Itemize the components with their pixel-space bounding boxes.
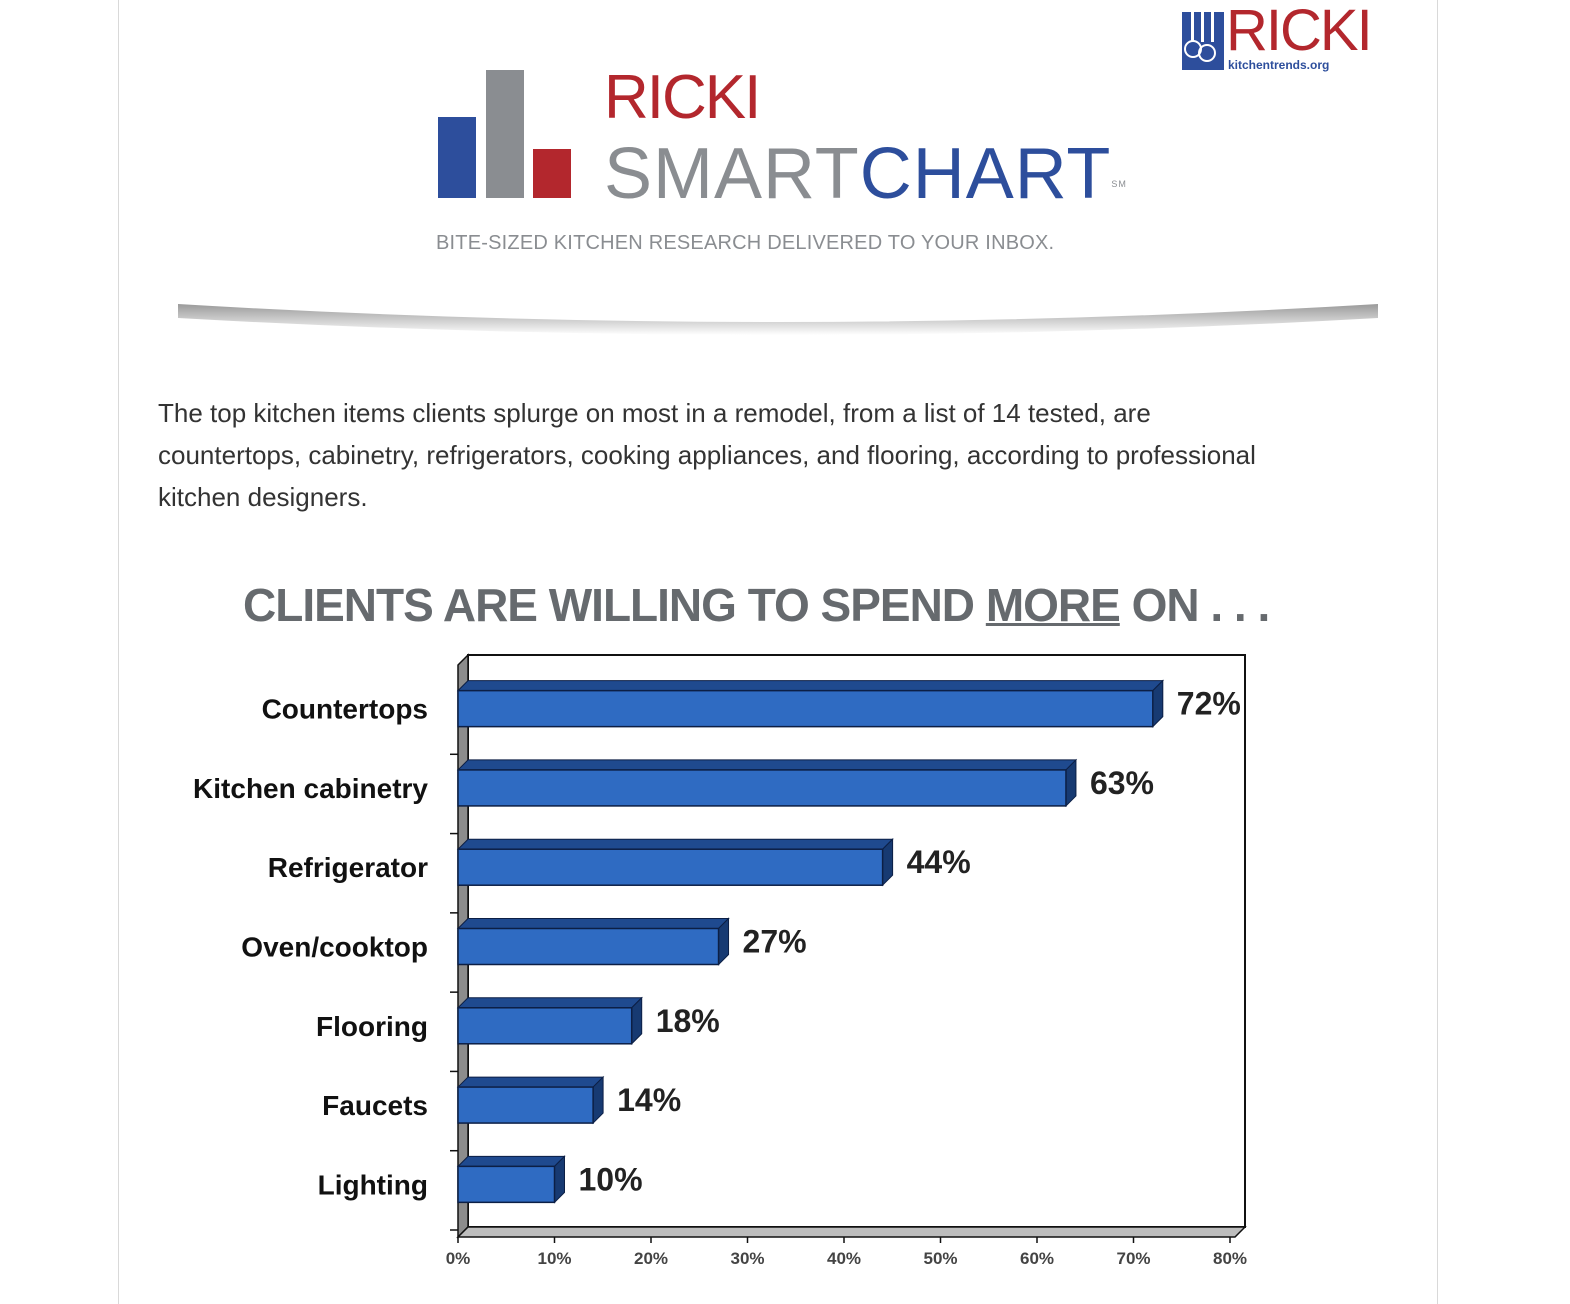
bar-1 xyxy=(457,769,1067,807)
logo-ricki-text: RICKI xyxy=(604,63,761,132)
chart-title-before: CLIENTS ARE WILLING TO SPEND xyxy=(243,579,986,631)
x-tick-label: 40% xyxy=(827,1249,861,1268)
category-label: Refrigerator xyxy=(268,852,428,883)
category-label: Faucets xyxy=(322,1090,428,1121)
category-label: Kitchen cabinetry xyxy=(193,773,428,804)
bar-top-4 xyxy=(456,997,643,1009)
chart-title-emphasis: MORE xyxy=(985,579,1121,631)
x-tick-label: 10% xyxy=(537,1249,571,1268)
ricki-corner-logo[interactable]: RICKI kitchentrends.org xyxy=(1182,2,1373,74)
x-tick-label: 70% xyxy=(1116,1249,1150,1268)
x-tick-label: 80% xyxy=(1213,1249,1247,1268)
value-label: 14% xyxy=(617,1082,681,1118)
page-border-right xyxy=(1437,0,1438,1304)
category-label: Oven/cooktop xyxy=(241,932,428,963)
bar-4 xyxy=(457,1007,633,1045)
chart-title-after: ON . . . xyxy=(1119,579,1271,631)
x-axis-floor xyxy=(456,1226,1247,1238)
x-tick-label: 50% xyxy=(923,1249,957,1268)
logo-smartchart-text: SMARTCHARTSM xyxy=(604,136,1127,212)
bar-top-0 xyxy=(456,680,1165,692)
category-label: Flooring xyxy=(316,1011,428,1042)
value-label: 10% xyxy=(579,1161,643,1197)
page-border-left xyxy=(118,0,119,1304)
category-label: Countertops xyxy=(262,694,428,725)
service-mark: SM xyxy=(1111,179,1127,189)
intro-paragraph: The top kitchen items clients splurge on… xyxy=(158,398,1256,512)
value-label: 18% xyxy=(656,1003,720,1039)
value-label: 63% xyxy=(1090,765,1154,801)
bar-3 xyxy=(457,927,720,966)
smartchart-logo-bars-icon xyxy=(178,70,1378,335)
logo-chart-word: CHART xyxy=(859,134,1112,214)
value-label: 72% xyxy=(1177,686,1241,722)
bar-top-6 xyxy=(456,1155,566,1167)
bar-0 xyxy=(457,689,1154,728)
category-label: Lighting xyxy=(318,1169,428,1200)
corner-logo-wordmark: RICKI xyxy=(1226,0,1373,63)
bar-top-3 xyxy=(456,918,730,929)
corner-logo-url: kitchentrends.org xyxy=(1228,58,1330,72)
logo-smart-word: SMART xyxy=(604,134,860,214)
ricki-logo-icon xyxy=(1182,12,1224,70)
value-label: 44% xyxy=(907,844,971,880)
bar-top-1 xyxy=(456,759,1078,771)
value-label: 27% xyxy=(743,924,807,960)
chart-title: CLIENTS ARE WILLING TO SPEND MORE ON . .… xyxy=(243,578,1271,632)
x-tick-label: 30% xyxy=(730,1249,764,1268)
x-tick-label: 20% xyxy=(634,1249,668,1268)
logo-tagline: BITE-SIZED KITCHEN RESEARCH DELIVERED TO… xyxy=(436,232,1055,254)
x-tick-label: 60% xyxy=(1020,1249,1054,1268)
bar-top-2 xyxy=(456,838,894,850)
divider-swoosh xyxy=(178,304,1378,335)
x-tick-label: 0% xyxy=(446,1249,471,1268)
bar-5 xyxy=(457,1086,594,1124)
bar-6 xyxy=(457,1165,556,1204)
bar-2 xyxy=(457,848,884,886)
bar-top-5 xyxy=(456,1076,605,1088)
